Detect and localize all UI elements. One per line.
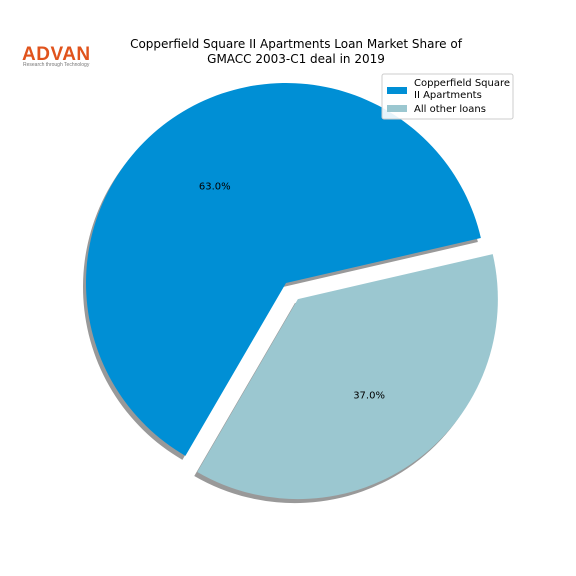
pie-slice-all-other-loans — [197, 254, 498, 500]
advan-logo: ADVAN Research through Technology — [22, 44, 91, 68]
logo-wordmark: ADVAN — [22, 44, 91, 65]
legend-label-copperfield-line-2: II Apartments — [414, 90, 482, 101]
chart-title: Copperfield Square II Apartments Loan Ma… — [130, 37, 463, 66]
chart-title-line-2: GMACC 2003-C1 deal in 2019 — [207, 52, 385, 66]
legend-swatch-copperfield — [387, 87, 407, 94]
pie-label-all-other-loans: 37.0% — [353, 391, 385, 402]
legend: Copperfield Square II Apartments All oth… — [381, 73, 514, 120]
pie-labels: 63.0% 37.0% — [199, 181, 385, 401]
chart-title-line-1: Copperfield Square II Apartments Loan Ma… — [130, 37, 463, 51]
logo-tagline: Research through Technology — [23, 62, 90, 68]
legend-frame — [381, 73, 514, 120]
pie-label-copperfield-square-ii-apartments: 63.0% — [199, 181, 231, 192]
legend-swatch-other-loans — [387, 105, 407, 112]
pie-slices — [85, 82, 498, 500]
pie-slice-copperfield-square-ii-apartments — [85, 82, 481, 456]
legend-label-other-loans: All other loans — [414, 104, 486, 115]
legend-label-copperfield-line-1: Copperfield Square — [414, 78, 510, 89]
